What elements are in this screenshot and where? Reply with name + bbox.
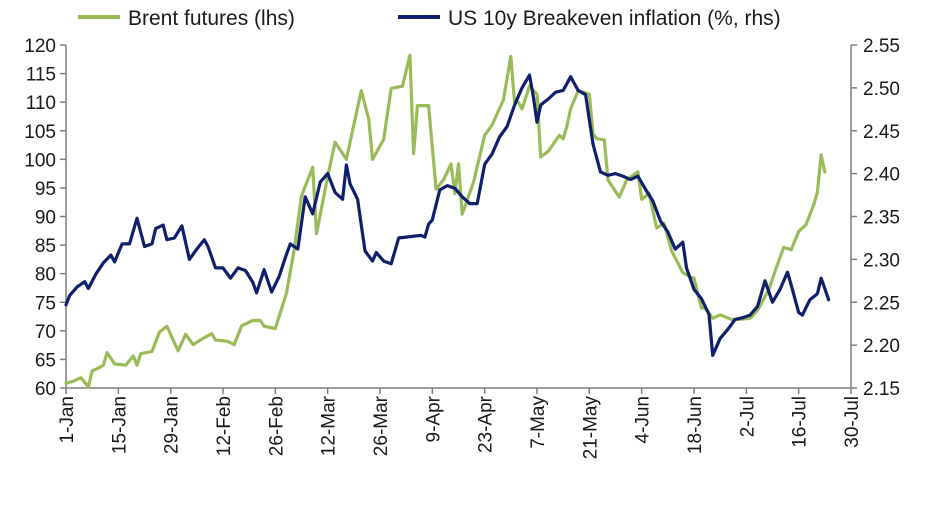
y-left-tick-label: 90 (35, 208, 56, 229)
legend-label-brent: Brent futures (lhs) (128, 7, 295, 30)
y-right-tick-label: 2.50 (863, 79, 900, 100)
x-tick-label: 4-Jun (633, 396, 654, 444)
y-right-tick-label: 2.20 (863, 336, 900, 357)
x-tick-label: 21-May (580, 396, 601, 460)
legend: Brent futures (lhs) US 10y Breakeven inf… (78, 7, 781, 30)
y-left-tick-label: 85 (35, 236, 56, 257)
y-left-tick-label: 110 (26, 93, 56, 114)
y-right-tick-label: 2.45 (863, 122, 900, 143)
y-left-tick-label: 70 (35, 322, 56, 343)
legend-label-breakeven: US 10y Breakeven inflation (%, rhs) (448, 7, 781, 30)
y-left-tick-label: 65 (35, 350, 56, 371)
x-tick-label: 12-Feb (214, 396, 235, 456)
y-left-tick-label: 120 (24, 36, 56, 57)
x-tick-label: 2-Jul (737, 396, 758, 437)
x-tick-label: 15-Jan (109, 396, 130, 454)
x-tick-label: 30-Jul (842, 396, 863, 448)
x-tick-label: 12-Mar (319, 395, 340, 456)
x-tick-label: 9-Apr (423, 395, 444, 442)
axes: 60 65 70 75 80 85 90 95 100 105 110 115 120 2.15 2.20 2… (24, 36, 900, 459)
y-right-tick-label: 2.25 (863, 293, 900, 314)
y-left-tick-label: 105 (24, 122, 56, 143)
y-left-tick-label: 60 (35, 379, 56, 400)
y-left-tick-label: 95 (35, 179, 56, 200)
y-right-tick-label: 2.30 (863, 250, 900, 271)
y-right-tick-label: 2.15 (863, 379, 900, 400)
y-right-tick-label: 2.40 (863, 165, 900, 186)
x-tick-label: 16-Jul (790, 396, 811, 448)
y-right-tick-label: 2.35 (863, 208, 900, 229)
y-left-tick-label: 100 (24, 150, 56, 171)
y-left-tick-label: 115 (26, 65, 56, 86)
y-right-tick-label: 2.55 (863, 36, 900, 57)
y-left-tick-label: 75 (35, 293, 56, 314)
x-tick-label: 26-Mar (371, 395, 392, 456)
y-left-tick-label: 80 (35, 265, 56, 286)
series-line-breakeven (64, 73, 831, 357)
x-tick-label: 26-Feb (266, 396, 287, 456)
plot-area (64, 53, 831, 389)
x-tick-label: 23-Apr (476, 395, 497, 453)
x-tick-label: 29-Jan (162, 396, 183, 454)
x-tick-label: 7-May (528, 396, 549, 449)
x-tick-label: 18-Jun (685, 396, 706, 454)
x-tick-label: 1-Jan (57, 396, 78, 444)
